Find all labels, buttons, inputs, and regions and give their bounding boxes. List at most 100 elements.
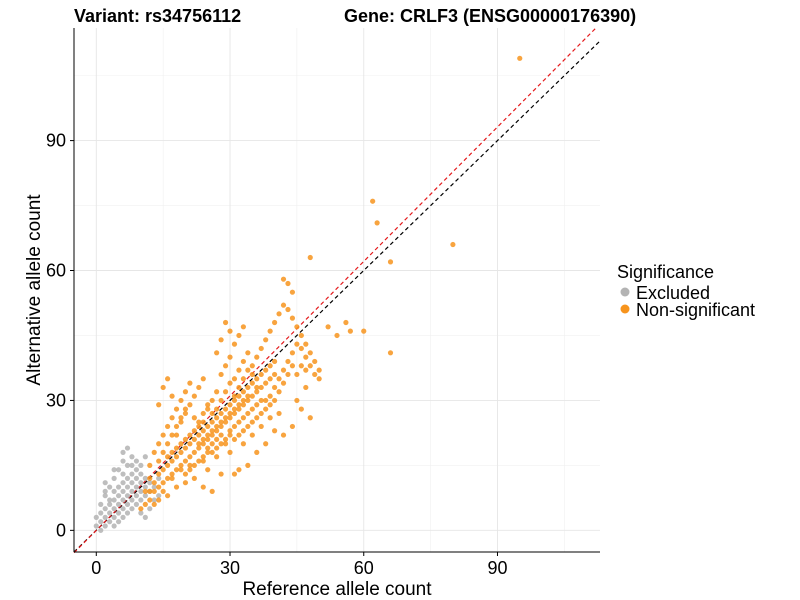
data-point-excluded: [151, 484, 157, 490]
data-point-non-significant: [160, 480, 166, 486]
data-point-non-significant: [236, 367, 242, 373]
data-point-non-significant: [196, 423, 202, 430]
data-point-excluded: [129, 454, 135, 460]
data-point-non-significant: [191, 436, 197, 443]
axes: [73, 28, 600, 553]
data-point-non-significant: [276, 389, 282, 395]
data-point-non-significant: [214, 415, 220, 421]
data-point-non-significant: [222, 441, 229, 447]
data-point-non-significant: [200, 419, 206, 425]
chart-title-variant: Variant: rs34756112: [74, 6, 241, 26]
data-point-non-significant: [178, 397, 184, 404]
data-point-non-significant: [254, 354, 260, 360]
data-point-non-significant: [387, 259, 394, 265]
data-point-non-significant: [218, 441, 224, 447]
data-point-non-significant: [258, 410, 264, 417]
y-axis-title: Alternative allele count: [24, 194, 45, 386]
data-point-non-significant: [209, 428, 215, 434]
data-point-non-significant: [187, 454, 193, 460]
data-point-non-significant: [258, 371, 264, 378]
data-point-non-significant: [307, 350, 313, 356]
data-point-non-significant: [165, 454, 171, 460]
data-point-non-significant: [200, 436, 206, 443]
data-point-non-significant: [298, 345, 304, 352]
data-point-non-significant: [258, 423, 264, 430]
data-point-non-significant: [240, 324, 246, 330]
data-point-non-significant: [236, 467, 242, 473]
data-point-non-significant: [258, 384, 264, 391]
data-point-non-significant: [200, 458, 206, 464]
data-point-non-significant: [200, 484, 206, 490]
data-point-non-significant: [196, 384, 202, 391]
data-point-non-significant: [517, 55, 523, 61]
x-tick-label: 60: [354, 558, 374, 578]
data-point-excluded: [124, 462, 131, 468]
data-point-non-significant: [205, 445, 211, 451]
data-point-non-significant: [173, 406, 180, 412]
data-point-non-significant: [187, 402, 193, 408]
data-points: [93, 55, 523, 533]
data-point-excluded: [120, 497, 126, 503]
data-point-non-significant: [156, 484, 162, 490]
data-point-non-significant: [178, 462, 184, 468]
data-point-non-significant: [285, 280, 291, 287]
data-point-non-significant: [249, 363, 255, 369]
data-point-non-significant: [227, 415, 233, 421]
data-point-non-significant: [307, 363, 313, 369]
data-point-non-significant: [200, 428, 206, 434]
data-point-non-significant: [200, 441, 206, 447]
data-point-non-significant: [200, 454, 206, 460]
data-point-excluded: [115, 484, 122, 490]
data-point-non-significant: [263, 397, 269, 404]
data-point-non-significant: [227, 328, 233, 334]
data-point-non-significant: [169, 471, 175, 477]
data-point-non-significant: [218, 371, 224, 378]
data-point-excluded: [115, 467, 122, 473]
y-tick-label: 90: [46, 131, 66, 151]
data-point-non-significant: [231, 406, 238, 412]
data-point-non-significant: [214, 350, 220, 356]
data-point-non-significant: [254, 402, 260, 408]
data-point-excluded: [124, 484, 131, 490]
data-point-excluded: [129, 480, 135, 486]
data-point-non-significant: [191, 449, 197, 455]
data-point-non-significant: [285, 371, 291, 378]
legend-marker-non-significant: [620, 304, 630, 314]
data-point-excluded: [102, 514, 108, 520]
y-tick-label: 30: [46, 390, 66, 410]
data-point-non-significant: [249, 371, 255, 378]
data-point-non-significant: [218, 397, 224, 404]
data-point-non-significant: [267, 376, 273, 382]
data-point-non-significant: [205, 467, 211, 473]
data-point-non-significant: [325, 324, 331, 330]
data-point-non-significant: [222, 389, 229, 395]
data-point-non-significant: [245, 423, 251, 430]
data-point-non-significant: [280, 380, 287, 386]
data-point-excluded: [120, 506, 126, 512]
data-point-non-significant: [151, 488, 157, 494]
data-point-excluded: [111, 467, 117, 473]
legend-label-non-significant: Non-significant: [636, 300, 755, 320]
data-point-excluded: [120, 449, 126, 455]
x-tick-label: 30: [220, 558, 240, 578]
data-point-excluded: [129, 471, 135, 477]
data-point-non-significant: [450, 241, 456, 248]
data-point-excluded: [111, 488, 117, 494]
data-point-non-significant: [187, 441, 193, 447]
data-point-non-significant: [267, 363, 273, 369]
data-point-excluded: [102, 523, 108, 529]
data-point-non-significant: [196, 458, 202, 464]
data-point-excluded: [129, 462, 135, 468]
data-point-non-significant: [254, 449, 260, 455]
data-point-non-significant: [245, 393, 251, 399]
data-point-excluded: [138, 497, 144, 503]
data-point-non-significant: [218, 410, 224, 417]
data-point-non-significant: [289, 423, 296, 430]
data-point-non-significant: [214, 454, 220, 460]
data-point-non-significant: [267, 393, 273, 399]
data-point-non-significant: [182, 480, 189, 486]
data-point-excluded: [124, 445, 131, 451]
data-point-non-significant: [307, 415, 313, 421]
data-point-non-significant: [196, 432, 202, 438]
data-point-non-significant: [165, 423, 171, 430]
